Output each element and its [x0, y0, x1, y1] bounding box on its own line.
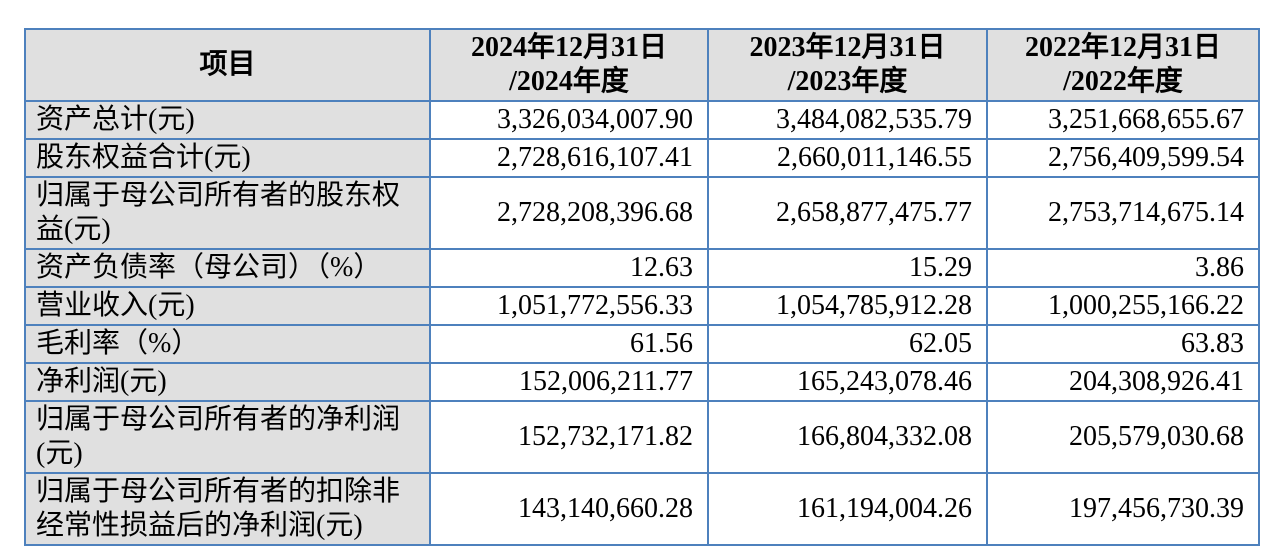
column-header-item: 项目 [24, 28, 431, 102]
value-2023: 1,054,785,912.28 [707, 286, 988, 326]
value-2022: 205,579,030.68 [986, 400, 1260, 474]
period-2024-year: /2024年度 [509, 66, 629, 97]
table-row-parent-net-profit: 归属于母公司所有者的净利润(元) 152,732,171.82 166,804,… [24, 400, 1260, 474]
header-row: 项目 2024年12月31日 /2024年度 2023年12月31日 /2023… [24, 28, 1260, 102]
row-label: 营业收入(元) [24, 286, 431, 326]
table-row-debt-ratio: 资产负债率（母公司）（%） 12.63 15.29 3.86 [24, 248, 1260, 288]
value-2022: 3.86 [986, 248, 1260, 288]
value-2024: 3,326,034,007.90 [429, 100, 709, 140]
value-2022: 1,000,255,166.22 [986, 286, 1260, 326]
value-2024: 143,140,660.28 [429, 472, 709, 546]
table-row-gross-margin: 毛利率（%） 61.56 62.05 63.83 [24, 324, 1260, 364]
value-2022: 2,753,714,675.14 [986, 176, 1260, 250]
value-2022: 197,456,730.39 [986, 472, 1260, 546]
value-2023: 2,660,011,146.55 [707, 138, 988, 178]
row-label: 归属于母公司所有者的扣除非经常性损益后的净利润(元) [24, 472, 431, 546]
table-row-total-equity: 股东权益合计(元) 2,728,616,107.41 2,660,011,146… [24, 138, 1260, 178]
period-2022-year: /2022年度 [1063, 66, 1183, 97]
value-2022: 3,251,668,655.67 [986, 100, 1260, 140]
value-2024: 152,732,171.82 [429, 400, 709, 474]
value-2022: 2,756,409,599.54 [986, 138, 1260, 178]
value-2024: 2,728,616,107.41 [429, 138, 709, 178]
period-2024-date: 2024年12月31日 [470, 32, 667, 63]
table-row-parent-net-profit-excl-nonrecurring: 归属于母公司所有者的扣除非经常性损益后的净利润(元) 143,140,660.2… [24, 472, 1260, 546]
row-label: 股东权益合计(元) [24, 138, 431, 178]
row-label: 净利润(元) [24, 362, 431, 402]
column-header-period-2024: 2024年12月31日 /2024年度 [429, 28, 709, 102]
table-row-revenue: 营业收入(元) 1,051,772,556.33 1,054,785,912.2… [24, 286, 1260, 326]
period-2022-date: 2022年12月31日 [1024, 32, 1221, 63]
value-2024: 2,728,208,396.68 [429, 176, 709, 250]
row-label: 资产负债率（母公司）（%） [24, 248, 431, 288]
value-2023: 15.29 [707, 248, 988, 288]
table-row-net-profit: 净利润(元) 152,006,211.77 165,243,078.46 204… [24, 362, 1260, 402]
value-2024: 152,006,211.77 [429, 362, 709, 402]
value-2023: 3,484,082,535.79 [707, 100, 988, 140]
value-2023: 2,658,877,475.77 [707, 176, 988, 250]
value-2023: 62.05 [707, 324, 988, 364]
value-2022: 63.83 [986, 324, 1260, 364]
row-label: 毛利率（%） [24, 324, 431, 364]
value-2022: 204,308,926.41 [986, 362, 1260, 402]
period-2023-year: /2023年度 [787, 66, 908, 97]
table-row-total-assets: 资产总计(元) 3,326,034,007.90 3,484,082,535.7… [24, 100, 1260, 140]
value-2023: 165,243,078.46 [707, 362, 988, 402]
row-label: 归属于母公司所有者的股东权益(元) [24, 176, 431, 250]
financial-summary-table: 项目 2024年12月31日 /2024年度 2023年12月31日 /2023… [24, 28, 1260, 546]
row-label: 资产总计(元) [24, 100, 431, 140]
row-label: 归属于母公司所有者的净利润(元) [24, 400, 431, 474]
column-header-period-2022: 2022年12月31日 /2022年度 [986, 28, 1260, 102]
period-2023-date: 2023年12月31日 [749, 32, 946, 63]
value-2023: 166,804,332.08 [707, 400, 988, 474]
table-row-parent-equity: 归属于母公司所有者的股东权益(元) 2,728,208,396.68 2,658… [24, 176, 1260, 250]
value-2024: 12.63 [429, 248, 709, 288]
value-2023: 161,194,004.26 [707, 472, 988, 546]
item-header-label: 项目 [199, 49, 256, 80]
value-2024: 61.56 [429, 324, 709, 364]
column-header-period-2023: 2023年12月31日 /2023年度 [707, 28, 988, 102]
value-2024: 1,051,772,556.33 [429, 286, 709, 326]
